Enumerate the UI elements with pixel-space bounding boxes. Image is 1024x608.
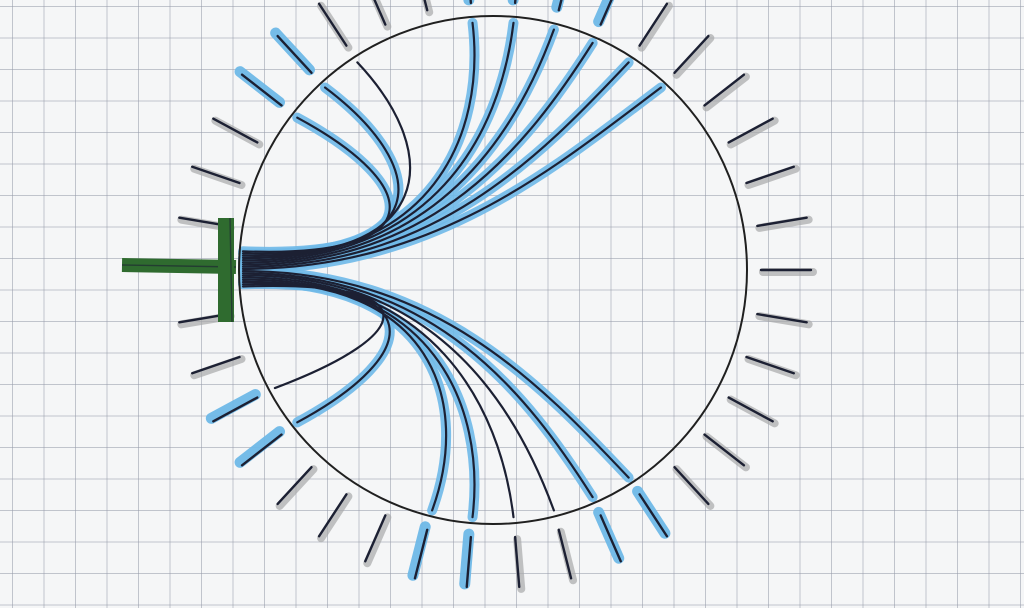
source-node bbox=[121, 217, 237, 323]
node-tick bbox=[275, 465, 318, 510]
node-tick bbox=[507, 0, 519, 6]
edge-line bbox=[241, 278, 476, 519]
node-tick bbox=[672, 34, 715, 79]
edge-line bbox=[241, 272, 594, 499]
node-tick bbox=[234, 66, 286, 108]
edge-line bbox=[241, 276, 515, 519]
edge-line bbox=[241, 21, 515, 262]
node-tick bbox=[211, 116, 264, 149]
node-tick bbox=[726, 395, 779, 428]
node-tick bbox=[702, 72, 750, 112]
node-tick bbox=[759, 268, 817, 276]
node-tick bbox=[755, 312, 813, 329]
node-tick bbox=[459, 528, 475, 590]
edge-line bbox=[241, 86, 400, 255]
node-tick bbox=[463, 0, 475, 6]
edge-line bbox=[241, 116, 391, 253]
node-tick bbox=[317, 492, 353, 543]
node-tick bbox=[755, 215, 813, 232]
node-tick bbox=[270, 27, 315, 76]
node-tick bbox=[726, 116, 779, 149]
edge-line bbox=[241, 61, 630, 268]
node-tick bbox=[702, 432, 750, 472]
node-tick bbox=[190, 164, 246, 189]
edges-layer bbox=[241, 21, 663, 519]
node-tick bbox=[632, 485, 671, 539]
node-tick bbox=[513, 535, 526, 593]
network-circle bbox=[238, 15, 748, 525]
node-tick bbox=[234, 426, 286, 468]
edge-line bbox=[241, 21, 476, 260]
edge-line bbox=[241, 274, 555, 512]
node-ticks-layer bbox=[177, 0, 817, 593]
node-tick bbox=[744, 355, 800, 380]
node-tick bbox=[371, 0, 392, 31]
node-tick bbox=[637, 1, 673, 52]
node-tick bbox=[205, 389, 261, 424]
edge-line bbox=[241, 86, 663, 271]
node-tick bbox=[421, 0, 434, 17]
edge-line bbox=[241, 28, 555, 264]
node-tick bbox=[407, 521, 431, 581]
edge-line bbox=[241, 41, 594, 266]
node-tick bbox=[363, 513, 392, 568]
edge-line bbox=[241, 61, 412, 257]
node-tick bbox=[551, 0, 565, 13]
edge-line bbox=[241, 269, 630, 479]
node-tick bbox=[190, 355, 246, 380]
node-tick bbox=[556, 527, 578, 585]
node-tick bbox=[593, 506, 625, 564]
node-tick bbox=[317, 1, 353, 52]
node-tick bbox=[672, 465, 715, 510]
edge-line bbox=[241, 284, 385, 390]
node-tick bbox=[593, 0, 615, 28]
node-tick bbox=[744, 164, 800, 189]
